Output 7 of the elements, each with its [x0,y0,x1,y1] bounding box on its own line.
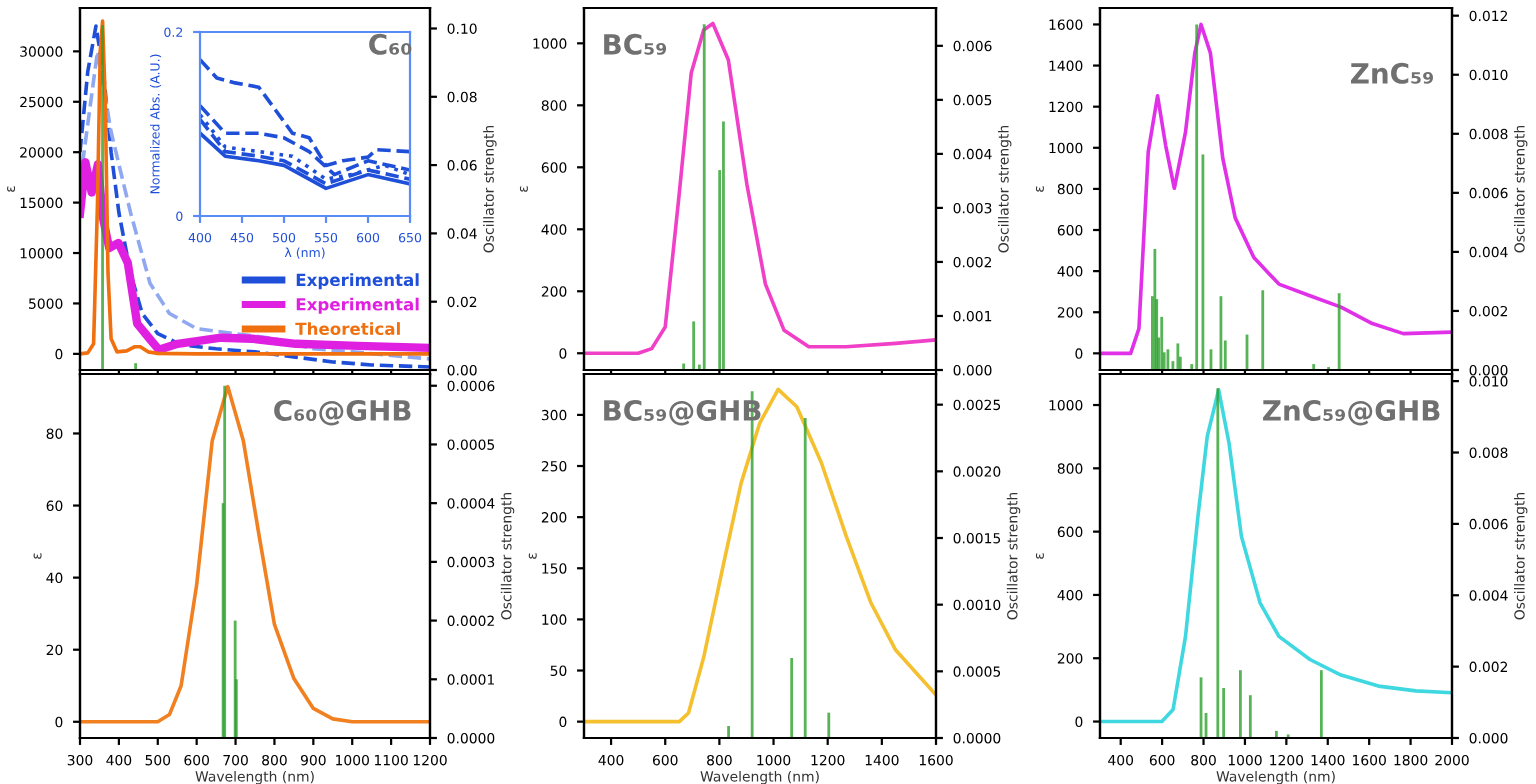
legend-label: Theoretical [295,322,400,336]
legend-label: Experimental [296,297,419,314]
annotation: ZnC₅₉ [1351,62,1433,84]
legend-label: Experimental [296,273,419,290]
annotation: BC₅₉ [604,33,667,55]
annotation: C₆₀@GHB [274,399,411,426]
annotation: ZnC₅₉@GHB [1263,399,1440,426]
